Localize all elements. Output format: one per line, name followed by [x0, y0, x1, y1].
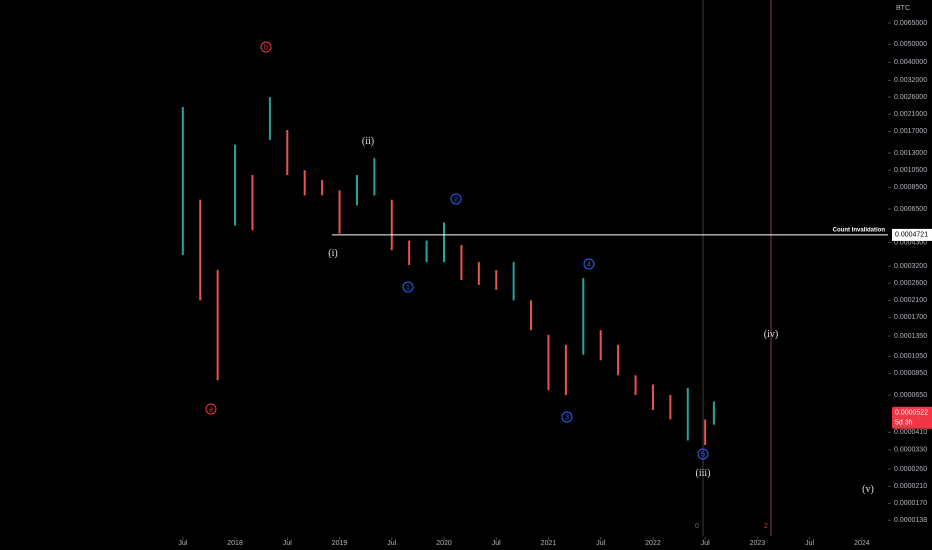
price-tag	[892, 228, 932, 241]
y-tick-label: 0.0017000	[894, 128, 927, 135]
y-tick-label: 0.0040000	[894, 59, 927, 66]
wave-circle	[450, 193, 462, 205]
wave-label: (ii)	[362, 136, 374, 147]
marker: 0	[695, 523, 699, 530]
x-tick-label: 2018	[227, 540, 243, 547]
x-tick-label: Jul	[178, 540, 187, 547]
y-tick-label: 0.0002600	[894, 280, 927, 287]
x-tick-label: Jul	[283, 540, 292, 547]
wave-label: 1	[406, 284, 410, 291]
wave-circle	[561, 411, 573, 423]
y-tick-label: 0.0000260	[894, 466, 927, 473]
y-tick-label: 0.0021000	[894, 111, 927, 118]
y-tick-label: 0.0026000	[894, 94, 927, 101]
last-price-label: 0.0000522	[895, 410, 928, 417]
wave-label: (v)	[862, 484, 874, 495]
currency-label: BTC	[896, 5, 910, 12]
wave-label: (iii)	[696, 468, 711, 479]
wave-circle	[402, 281, 414, 293]
y-tick-label: 0.0010500	[894, 167, 927, 174]
y-tick-label: 0.0000410	[894, 429, 927, 436]
wave-label: (iv)	[764, 329, 778, 340]
y-tick-label: 0.0000330	[894, 447, 927, 454]
wave-label: a	[209, 406, 213, 413]
wave-label: 5	[701, 451, 705, 458]
y-tick-label: 0.0002100	[894, 297, 927, 304]
wave-circle	[205, 403, 217, 415]
wave-label: (i)	[328, 248, 337, 259]
wave-label: b	[264, 44, 268, 51]
x-tick-label: Jul	[492, 540, 501, 547]
y-tick-label: 0.0065000	[894, 20, 927, 27]
y-tick-label: 0.0001050	[894, 353, 927, 360]
wave-circle	[260, 41, 272, 53]
y-tick-label: 0.0006500	[894, 206, 927, 213]
x-tick-label: Jul	[387, 540, 396, 547]
wave-label: 4	[587, 261, 591, 268]
wave-label: 2	[454, 196, 458, 203]
y-tick-label: 0.0032000	[894, 77, 927, 84]
x-tick-label: 2019	[332, 540, 348, 547]
y-tick-label: 0.0000850	[894, 370, 927, 377]
y-tick-label: 0.0013000	[894, 150, 927, 157]
wave-label: 3	[565, 414, 569, 421]
y-tick-label: 0.0008500	[894, 184, 927, 191]
y-tick-label: 0.0000650	[894, 392, 927, 399]
y-tick-label: 0.0000170	[894, 500, 927, 507]
invalidation-text: Count Invalidation	[833, 227, 886, 233]
wave-circle	[583, 258, 595, 270]
marker: 2	[764, 523, 768, 530]
y-tick-label: 0.0000210	[894, 483, 927, 490]
x-tick-label: 2022	[645, 540, 661, 547]
x-tick-label: 2020	[436, 540, 452, 547]
x-tick-label: 2024	[854, 540, 870, 547]
y-tick-label: 0.0001350	[894, 333, 927, 340]
y-tick-label: 0.0003200	[894, 263, 927, 270]
y-tick-label: 0.0001700	[894, 314, 927, 321]
countdown-label: 5d 3h	[895, 420, 913, 427]
last-price-tag	[892, 406, 932, 429]
x-tick-label: 2021	[541, 540, 557, 547]
y-tick-label: 0.0000138	[894, 517, 927, 524]
invalidation-label: 0.0004721	[895, 232, 928, 239]
y-tick-label: 0.0050000	[894, 41, 927, 48]
x-tick-label: Jul	[701, 540, 710, 547]
x-tick-label: 2023	[750, 540, 766, 547]
x-tick-label: Jul	[805, 540, 814, 547]
wave-circle	[697, 448, 709, 460]
y-tick-label: 0.0004300	[894, 239, 927, 246]
x-tick-label: Jul	[596, 540, 605, 547]
